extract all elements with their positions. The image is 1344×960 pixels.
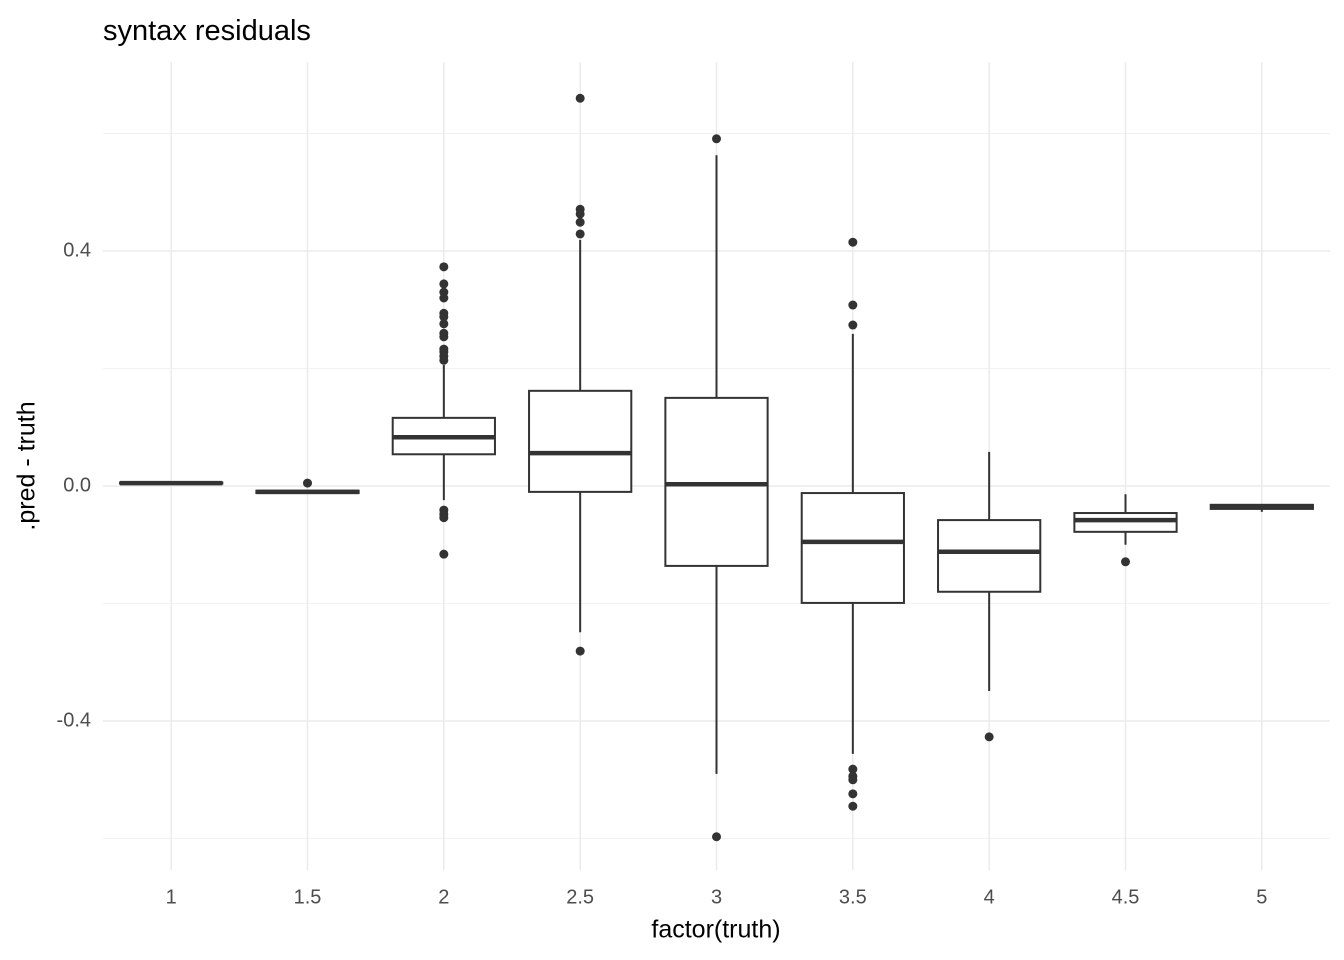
outlier — [575, 209, 585, 219]
chart-title: syntax residuals — [103, 15, 311, 47]
x-tick-label: 3.5 — [839, 886, 867, 908]
outlier — [848, 300, 858, 310]
outlier — [848, 237, 858, 247]
y-tick-label: 0.4 — [63, 239, 91, 261]
outlier — [575, 217, 585, 227]
box — [800, 492, 905, 604]
outlier — [848, 775, 858, 785]
box — [937, 519, 1042, 593]
outlier — [712, 134, 721, 144]
outlier — [984, 732, 994, 742]
outlier — [848, 320, 858, 330]
outlier — [439, 549, 449, 559]
x-axis-title: factor(truth) — [651, 916, 780, 944]
outlier — [1121, 557, 1130, 567]
outlier — [439, 279, 449, 289]
x-tick-label: 1 — [166, 886, 177, 908]
outlier — [712, 832, 721, 842]
box — [1073, 512, 1178, 533]
x-tick-label: 2.5 — [566, 886, 594, 908]
outlier — [439, 513, 449, 523]
x-tick-label: 2 — [438, 886, 449, 908]
x-tick-label: 5 — [1256, 886, 1267, 908]
outlier — [848, 789, 858, 799]
box — [528, 389, 633, 493]
outlier — [439, 355, 449, 365]
x-tick-label: 1.5 — [294, 886, 322, 908]
outlier — [439, 262, 449, 272]
outlier — [848, 801, 858, 811]
outlier — [439, 312, 449, 322]
outlier — [439, 319, 449, 329]
outlier — [303, 478, 312, 488]
y-axis-title: .pred - truth — [13, 401, 41, 530]
x-tick-label: 4.5 — [1112, 886, 1140, 908]
outlier — [575, 93, 585, 103]
y-tick-label: 0.0 — [63, 474, 91, 496]
outlier — [439, 332, 449, 342]
outlier — [575, 229, 585, 239]
y-tick-label: -0.4 — [57, 709, 91, 731]
x-tick-label: 3 — [711, 886, 722, 908]
x-tick-label: 4 — [984, 886, 995, 908]
outlier — [439, 293, 449, 303]
outlier — [848, 764, 858, 774]
box — [664, 396, 769, 567]
outlier — [575, 646, 585, 656]
